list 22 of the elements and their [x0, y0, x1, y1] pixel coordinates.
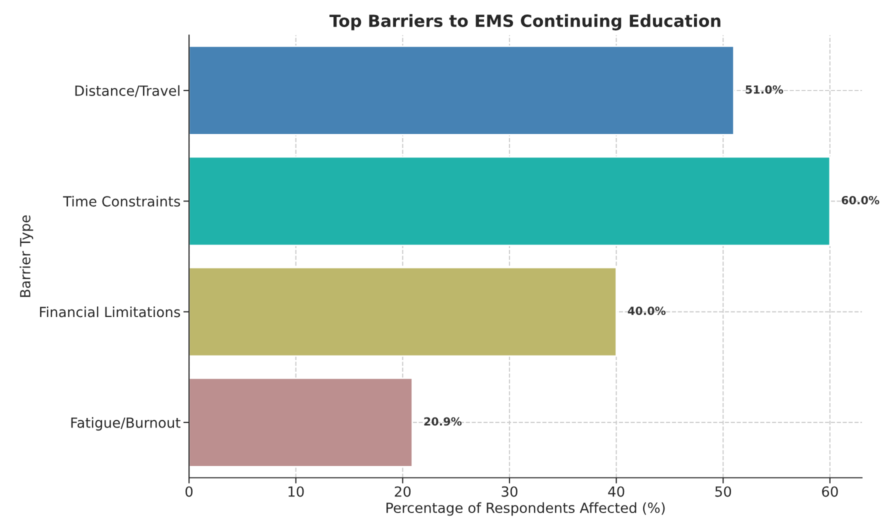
y-tick-label: Fatigue/Burnout	[71, 417, 180, 431]
bar	[189, 377, 413, 468]
x-tick-label: 10	[288, 486, 304, 497]
x-tick-label: 30	[502, 486, 518, 497]
x-axis-title: Percentage of Respondents Affected (%)	[386, 502, 665, 516]
y-tick-label: Time Constraints	[63, 196, 180, 207]
data-label: 20.9%	[424, 417, 462, 426]
y-axis-title: Barrier Type	[20, 215, 34, 297]
y-tick-label: Distance/Travel	[75, 85, 180, 98]
bar	[189, 156, 831, 246]
y-tick-label: Financial Limitations	[40, 306, 180, 318]
x-tick-label: 0	[186, 486, 193, 497]
x-tick-label: 40	[608, 486, 624, 497]
data-label: 60.0%	[842, 196, 880, 204]
chart-title: Top Barriers to EMS Continuing Education	[329, 14, 720, 30]
data-label: 51.0%	[746, 85, 784, 94]
x-tick-label: 20	[394, 486, 411, 497]
bar	[189, 46, 735, 136]
x-tick-label: 60	[822, 486, 838, 497]
x-tick-label: 50	[715, 486, 732, 497]
bar	[189, 266, 618, 357]
data-label: 40.0%	[628, 306, 666, 316]
